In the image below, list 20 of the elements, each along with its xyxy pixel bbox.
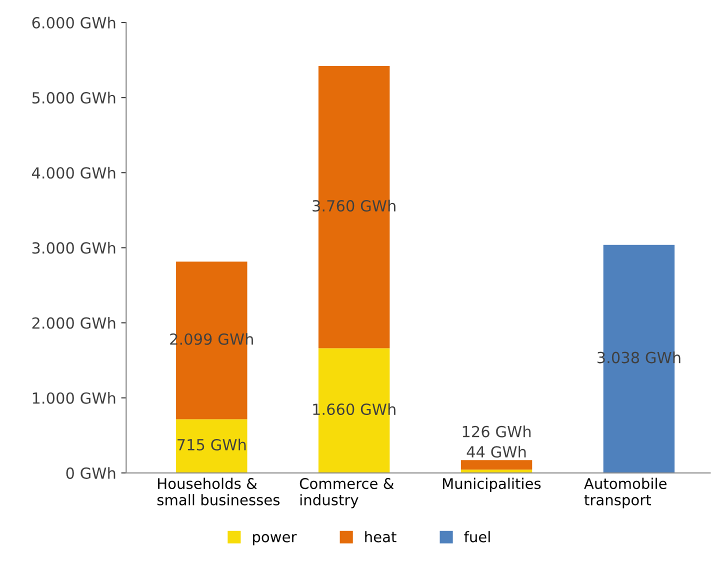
x-tick-label: Municipalities (442, 478, 541, 492)
y-tick-label: 3.000 GWh (32, 242, 116, 254)
bar (460, 460, 532, 470)
legend-label: fuel (464, 531, 490, 542)
y-tick-label: 6.000 GWh (32, 16, 116, 29)
data-label: 44 GWh (466, 446, 526, 458)
x-tick-label: Automobile transport (584, 478, 667, 508)
y-tick-label: 1.000 GWh (32, 392, 116, 404)
data-label: 715 GWh (178, 438, 246, 451)
bar (176, 419, 248, 473)
legend-label: heat (365, 531, 396, 542)
data-label: 126 GWh (462, 426, 531, 438)
bar (460, 470, 532, 473)
x-tick-label: Households & small businesses (157, 478, 280, 506)
x-tick-label: Commerce & industry (300, 478, 394, 508)
y-tick-label: 4.000 GWh (32, 166, 116, 179)
y-tick-label: 2.000 GWh (32, 316, 116, 329)
legend-label: power (253, 534, 297, 546)
y-tick-label: 5.000 GWh (32, 92, 116, 104)
y-tick-label: 0 GWh (66, 467, 116, 479)
